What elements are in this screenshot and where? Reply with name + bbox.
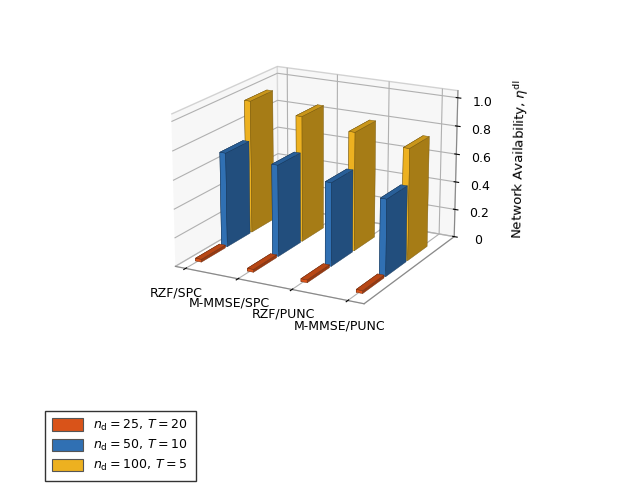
Legend: $n_{\mathrm{d}} = 25,\;T=20$, $n_{\mathrm{d}} = 50,\;T=10$, $n_{\mathrm{d}} = 10: $n_{\mathrm{d}} = 25,\;T=20$, $n_{\mathr… [45,410,196,481]
